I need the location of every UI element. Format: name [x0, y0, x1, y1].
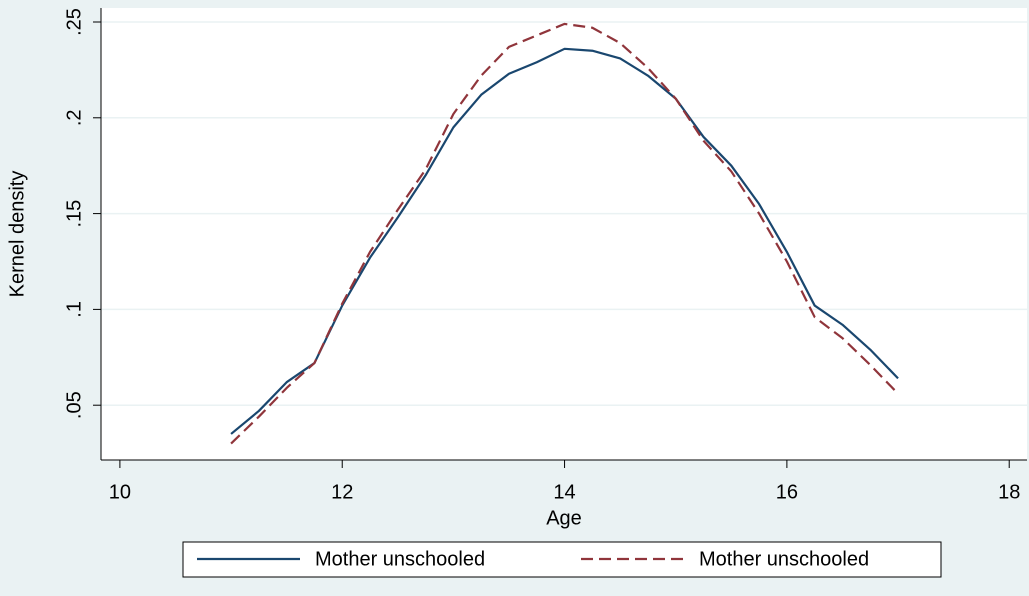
legend-label: Mother unschooled — [699, 548, 869, 570]
x-tick-label: 16 — [776, 481, 798, 503]
plot-area — [101, 8, 1027, 460]
x-tick-label: 12 — [331, 481, 353, 503]
legend-box — [182, 541, 942, 578]
x-tick-label: 10 — [109, 481, 131, 503]
y-axis-label: Kernel density — [6, 171, 28, 298]
legend-label: Mother unschooled — [315, 548, 485, 570]
y-tick-label: .05 — [63, 391, 85, 419]
data-line — [230, 47, 899, 435]
y-tick-label: .25 — [63, 8, 85, 36]
y-tick-label: .15 — [63, 200, 85, 228]
data-line — [230, 22, 899, 445]
x-tick-label: 14 — [553, 481, 575, 503]
y-tick-label: .1 — [63, 301, 85, 318]
x-axis-label: Age — [546, 507, 582, 529]
y-tick-label: .2 — [63, 109, 85, 126]
x-tick-label: 18 — [998, 481, 1020, 503]
